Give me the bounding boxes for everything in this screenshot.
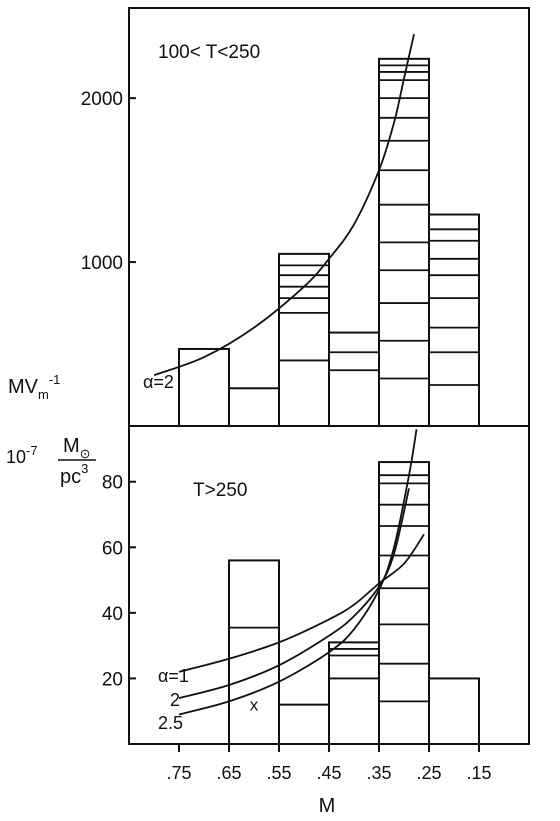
lower-bar-2 xyxy=(328,641,380,746)
lower-bar-0 xyxy=(228,559,280,745)
ylabel-ten: 10 xyxy=(6,447,26,467)
upper-curve-label-alpha2: α=2 xyxy=(143,372,174,392)
svg-text:MVm-1: MVm-1 xyxy=(8,372,60,402)
upper-bar-0 xyxy=(178,347,230,427)
lower-curve-label-2-5: 2.5 xyxy=(158,713,183,733)
lower-bar-1 xyxy=(278,703,330,745)
x-tick-label-6: .15 xyxy=(466,763,491,783)
lower-curve-label-2: 2 xyxy=(170,690,180,710)
upper-bar-5 xyxy=(428,213,480,427)
ylabel-den: pc xyxy=(60,466,81,488)
lower-y-tick-label-1: 40 xyxy=(102,604,123,625)
x-tick-label-0: .75 xyxy=(166,763,191,783)
x-tick-label-1: .65 xyxy=(216,763,241,783)
ylabel-sub-m: m xyxy=(38,387,49,402)
upper-curves xyxy=(153,33,415,377)
lower-bars xyxy=(228,461,480,746)
ylabel-exp: -7 xyxy=(26,443,38,458)
svg-text:10-7: 10-7 xyxy=(6,443,38,467)
lower-bar-3 xyxy=(378,461,430,745)
ylabel-sup-neg1: -1 xyxy=(49,372,61,387)
upper-curve-0 xyxy=(153,33,415,377)
x-tick-label-2: .55 xyxy=(266,763,291,783)
lower-bar-4 xyxy=(428,677,480,745)
upper-panel-annotation: 100< T<250 xyxy=(158,42,260,63)
upper-bars xyxy=(178,57,480,428)
y-axis-label: MVm-1 10-7 M⊙ pc3 xyxy=(6,372,96,488)
x-tick-label-4: .35 xyxy=(366,763,391,783)
ylabel-mv: MV xyxy=(8,376,39,398)
ylabel-den-sup: 3 xyxy=(81,461,88,476)
upper-y-tick-label-0: 1000 xyxy=(81,253,123,274)
lower-marker-0: x xyxy=(250,696,259,715)
upper-bar-2 xyxy=(278,252,330,427)
lower-y-tick-label-3: 80 xyxy=(102,473,123,494)
x-axis-title: M xyxy=(319,795,336,817)
lower-curve-0 xyxy=(178,533,425,673)
ylabel-num: M⊙ xyxy=(63,435,91,461)
upper-bar-3 xyxy=(328,331,380,427)
lower-panel-annotation: T>250 xyxy=(193,480,247,501)
upper-y-tick-label-1: 2000 xyxy=(81,89,123,110)
lower-y-tick-label-0: 20 xyxy=(102,669,123,690)
axis-ticks: 1000 2000 20 40 60 80 .75 .65 .55 .45 .35 .25 .15 xyxy=(81,89,492,783)
x-tick-label-3: .45 xyxy=(316,763,341,783)
upper-bar-1 xyxy=(228,387,280,427)
lower-y-tick-label-2: 60 xyxy=(102,538,123,559)
lower-curve-1 xyxy=(178,488,410,699)
ylabel-sun-symbol: ⊙ xyxy=(80,446,91,461)
svg-text:pc3: pc3 xyxy=(60,461,88,488)
lower-curve-label-alpha1: α=1 xyxy=(158,666,189,686)
x-tick-label-5: .25 xyxy=(416,763,441,783)
lower-curves: x xyxy=(178,429,425,716)
lower-curve-2 xyxy=(178,429,418,716)
ylabel-num-m: M xyxy=(63,435,80,457)
